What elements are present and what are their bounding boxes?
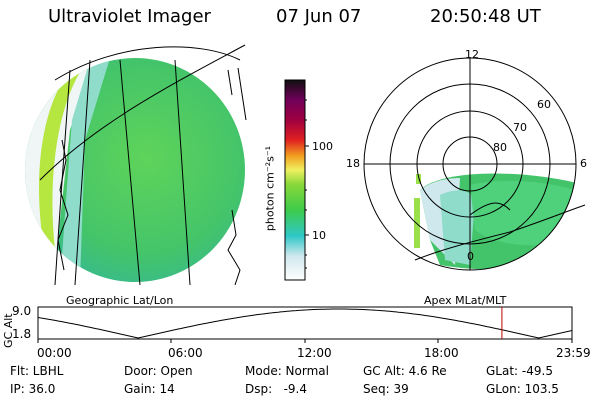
altitude-ytick-9: 9.0 xyxy=(12,304,32,318)
altitude-xtick-1: 06:00 xyxy=(168,346,203,360)
status-seq: Seq: 39 xyxy=(363,382,409,396)
status-gc-alt: GC Alt: 4.6 Re xyxy=(363,364,447,378)
status-mode: Mode: Normal xyxy=(245,364,329,378)
lat-label-60: 60 xyxy=(537,98,551,111)
left-panel-caption: Geographic Lat/Lon xyxy=(66,294,174,307)
altitude-curve xyxy=(37,308,573,339)
right-panel-caption: Apex MLat/MLT xyxy=(424,294,507,307)
status-gain: Gain: 14 xyxy=(124,382,175,396)
altitude-xtick-2: 12:00 xyxy=(297,346,332,360)
colorbar-tick-100: 100 xyxy=(312,140,333,153)
status-glat: GLat: -49.5 xyxy=(486,364,553,378)
mlt-label-0: 0 xyxy=(467,250,474,263)
date-label: 07 Jun 07 xyxy=(276,6,362,27)
mlt-label-6: 6 xyxy=(580,157,587,170)
instrument-title: Ultraviolet Imager xyxy=(48,6,211,27)
status-ip: IP: 36.0 xyxy=(10,382,56,396)
colorbar-tick-10: 10 xyxy=(312,229,326,242)
status-dsp: Dsp: -9.4 xyxy=(245,382,308,396)
time-label: 20:50:48 UT xyxy=(430,6,541,27)
lat-label-80: 80 xyxy=(493,141,507,154)
status-door: Door: Open xyxy=(124,364,193,378)
lat-label-70: 70 xyxy=(513,121,527,134)
mlt-label-18: 18 xyxy=(346,157,360,170)
status-glon: GLon: 103.5 xyxy=(486,382,559,396)
altitude-ytick-1-8: 1.8 xyxy=(12,327,32,341)
altitude-xtick-3: 18:00 xyxy=(424,346,459,360)
altitude-xtick-4: 23:59 xyxy=(556,346,591,360)
mlt-label-12: 12 xyxy=(465,48,479,61)
altitude-xtick-0: 00:00 xyxy=(37,346,72,360)
status-flt: Flt: LBHL xyxy=(10,364,64,378)
